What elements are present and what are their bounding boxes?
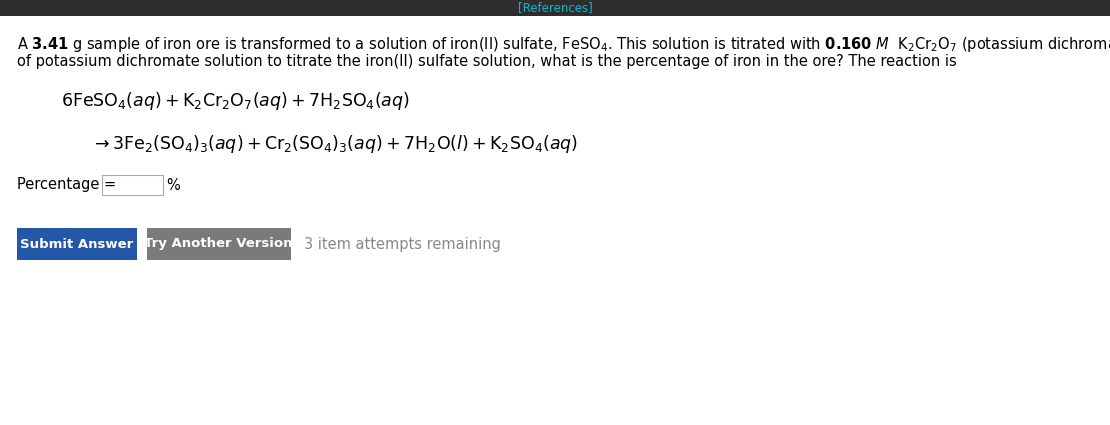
Text: 3 item attempts remaining: 3 item attempts remaining [304, 236, 501, 252]
Text: %: % [166, 178, 180, 193]
Text: Try Another Version: Try Another Version [144, 238, 293, 250]
Text: Submit Answer: Submit Answer [20, 238, 133, 250]
Text: $6\mathrm{FeSO_4}(aq) + \mathrm{K_2Cr_2O_7}(aq) + 7\mathrm{H_2SO_4}(aq)$: $6\mathrm{FeSO_4}(aq) + \mathrm{K_2Cr_2O… [61, 90, 410, 112]
Text: A $\mathbf{3.41}$ g sample of iron ore is transformed to a solution of iron(II) : A $\mathbf{3.41}$ g sample of iron ore i… [17, 35, 1110, 54]
Text: [References]: [References] [517, 2, 593, 14]
Text: $\rightarrow 3\mathrm{Fe_2(SO_4)_3}(aq) + \mathrm{Cr_2(SO_4)_3}(aq) + 7\mathrm{H: $\rightarrow 3\mathrm{Fe_2(SO_4)_3}(aq) … [91, 133, 578, 155]
Text: of potassium dichromate solution to titrate the iron(II) sulfate solution, what : of potassium dichromate solution to titr… [17, 54, 957, 69]
Text: Percentage =: Percentage = [17, 178, 115, 193]
